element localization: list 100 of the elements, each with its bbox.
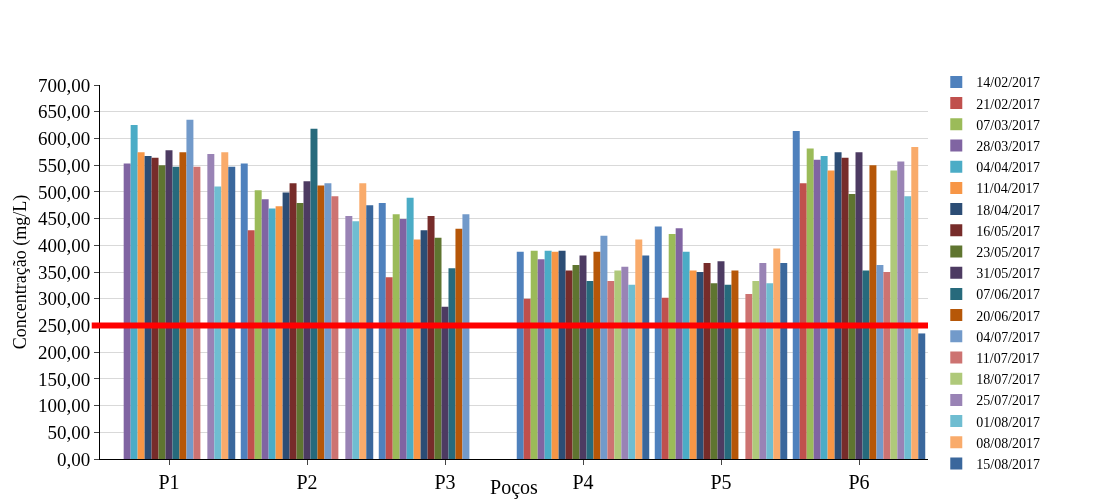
bar <box>696 272 704 459</box>
legend-label: 04/07/2017 <box>976 329 1041 345</box>
bar <box>240 163 248 459</box>
legend-label: 21/02/2017 <box>976 96 1041 112</box>
bar <box>792 130 800 459</box>
bar <box>876 265 884 459</box>
bar <box>668 234 676 459</box>
bar <box>366 205 374 459</box>
y-tick-label: 700,00 <box>37 74 91 96</box>
bar <box>799 183 807 459</box>
bar <box>703 262 711 459</box>
bar <box>317 185 325 459</box>
legend-label: 28/03/2017 <box>976 138 1041 154</box>
y-tick-label: 500,00 <box>37 181 91 203</box>
legend-label: 14/02/2017 <box>976 75 1041 91</box>
legend-label: 25/07/2017 <box>976 393 1041 409</box>
bar <box>565 270 573 459</box>
bar <box>399 219 407 459</box>
bar <box>207 153 215 459</box>
y-tick-label: 100,00 <box>37 395 91 417</box>
bar <box>806 148 814 459</box>
y-axis-title: Concentração (mg/L) <box>10 194 32 350</box>
y-tick-label: 400,00 <box>37 234 91 256</box>
bar <box>123 163 131 459</box>
bar <box>558 250 566 459</box>
x-tick-label: P2 <box>296 471 318 493</box>
x-axis-title: Poços <box>490 476 539 499</box>
bar <box>247 230 255 459</box>
x-tick-label: P3 <box>434 471 456 493</box>
bar <box>530 250 538 459</box>
legend-label: 08/08/2017 <box>976 435 1041 451</box>
bar <box>221 152 229 459</box>
legend-label: 07/06/2017 <box>976 287 1041 303</box>
bar <box>890 170 898 459</box>
bar <box>151 157 159 459</box>
bar <box>289 183 297 459</box>
bar <box>780 262 788 459</box>
bar <box>918 333 926 459</box>
bar <box>621 266 629 459</box>
y-tick-label: 550,00 <box>37 154 91 176</box>
bar <box>172 166 180 459</box>
bar <box>275 206 283 459</box>
bar <box>158 165 166 459</box>
bar <box>144 156 152 459</box>
bar <box>214 186 222 459</box>
bar <box>324 183 332 459</box>
y-tick-label: 0,00 <box>56 448 91 470</box>
bar <box>904 196 912 459</box>
bar <box>130 125 138 459</box>
legend-label: 18/04/2017 <box>976 202 1041 218</box>
bar <box>551 251 559 459</box>
bar <box>654 226 662 459</box>
bar <box>675 228 683 459</box>
bar <box>642 255 650 459</box>
bar <box>254 190 262 459</box>
y-tick-label: 150,00 <box>37 368 91 390</box>
bar <box>614 270 622 459</box>
bar <box>345 215 353 459</box>
legend-label: 16/05/2017 <box>976 223 1041 239</box>
bar <box>359 183 367 459</box>
bar <box>352 221 360 459</box>
bar <box>462 214 470 459</box>
bar <box>448 268 456 459</box>
legend-label: 01/08/2017 <box>976 414 1041 430</box>
bar <box>228 166 236 459</box>
bar <box>385 277 393 459</box>
bar <box>378 203 386 459</box>
y-tick-label: 350,00 <box>37 261 91 283</box>
bar <box>455 228 463 459</box>
bar <box>296 203 304 459</box>
legend-label: 04/04/2017 <box>976 160 1041 176</box>
bar <box>268 208 276 459</box>
bar <box>420 230 428 459</box>
bar <box>137 152 145 459</box>
bar <box>862 270 870 459</box>
bar <box>607 281 615 459</box>
y-tick-label: 200,00 <box>37 341 91 363</box>
legend-label: 11/07/2017 <box>976 350 1040 366</box>
legend-label: 11/04/2017 <box>976 181 1040 197</box>
bar <box>724 284 732 459</box>
bar <box>179 152 187 459</box>
bar <box>523 298 531 459</box>
bar <box>392 214 400 459</box>
bar <box>827 170 835 459</box>
bar <box>600 235 608 459</box>
legend-label: 07/03/2017 <box>976 117 1041 133</box>
bar <box>427 215 435 459</box>
bar <box>911 146 919 459</box>
bar <box>282 192 290 459</box>
bar <box>186 119 194 459</box>
bar <box>193 166 201 459</box>
bar <box>752 281 760 459</box>
y-tick-label: 300,00 <box>37 288 91 310</box>
legend-label: 20/06/2017 <box>976 308 1041 324</box>
x-tick-label: P5 <box>710 471 732 493</box>
y-tick-label: 50,00 <box>47 421 91 443</box>
bar <box>635 239 643 459</box>
bar <box>841 157 849 459</box>
y-tick-label: 650,00 <box>37 101 91 123</box>
bar <box>261 199 269 459</box>
